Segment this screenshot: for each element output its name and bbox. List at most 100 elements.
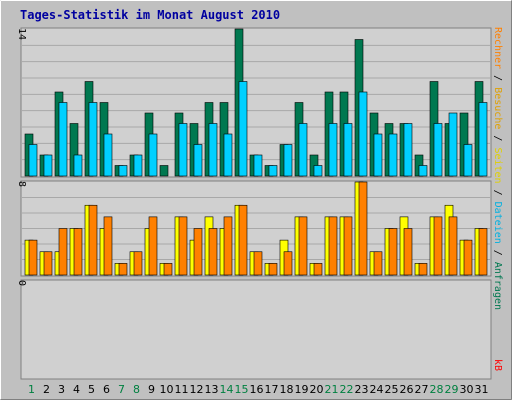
- day-label: 5: [88, 383, 95, 396]
- side-legend-part: Besuche: [492, 87, 503, 129]
- bar-besuche-day-3: [58, 228, 68, 276]
- day-label: 9: [148, 383, 155, 396]
- side-legend-part: /: [492, 129, 503, 147]
- bar-besuche-day-11: [178, 216, 188, 276]
- day-label: 24: [370, 383, 384, 396]
- bar-dateien-day-9: [148, 133, 158, 177]
- side-legend-part: /: [492, 184, 503, 202]
- day-label: 4: [73, 383, 80, 396]
- day-label: 6: [103, 383, 110, 396]
- day-label: 1: [28, 383, 35, 396]
- bar-dateien-day-11: [178, 123, 188, 177]
- day-label: 10: [160, 383, 174, 396]
- panel-kbytes: [20, 279, 492, 380]
- day-label: 2: [43, 383, 50, 396]
- bar-dateien-day-20: [313, 165, 323, 177]
- bar-dateien-day-14: [223, 133, 233, 177]
- bar-dateien-day-3: [58, 102, 68, 177]
- bar-besuche-day-28: [433, 216, 443, 276]
- day-label: 7: [118, 383, 125, 396]
- day-label: 19: [295, 383, 309, 396]
- bar-besuche-day-17: [268, 263, 278, 276]
- bar-besuche-day-23: [358, 181, 368, 276]
- bar-besuche-day-22: [343, 216, 353, 276]
- panel-hits-files: [20, 27, 492, 178]
- bar-besuche-day-12: [193, 228, 203, 276]
- bar-dateien-day-31: [478, 102, 488, 177]
- bar-besuche-day-31: [478, 228, 488, 276]
- bar-besuche-day-9: [148, 216, 158, 276]
- bar-besuche-day-1: [28, 239, 38, 276]
- bar-dateien-day-5: [88, 102, 98, 177]
- bar-dateien-day-26: [403, 123, 413, 177]
- bar-besuche-day-19: [298, 216, 308, 276]
- day-label: 18: [280, 383, 294, 396]
- bar-dateien-day-19: [298, 123, 308, 177]
- bar-dateien-day-1: [28, 144, 38, 177]
- day-label: 30: [460, 383, 474, 396]
- day-label: 23: [355, 383, 369, 396]
- bar-dateien-day-13: [208, 123, 218, 177]
- side-legend-part: Anfragen: [492, 262, 503, 310]
- bar-anfragen-day-10: [159, 165, 169, 177]
- bar-besuche-day-14: [223, 216, 233, 276]
- bar-besuche-day-29: [448, 216, 458, 276]
- bar-dateien-day-6: [103, 133, 113, 177]
- bar-besuche-day-25: [388, 228, 398, 276]
- bar-besuche-day-15: [238, 204, 248, 276]
- bar-dateien-day-22: [343, 123, 353, 177]
- bar-besuche-day-7: [118, 263, 128, 276]
- day-labels: 1 2 3 4 5 6 7 8 9 10 11 12 13 14 15 16 17 18 19 20 21 22 23 24 2…: [28, 383, 489, 396]
- bar-dateien-day-18: [283, 144, 293, 177]
- bar-dateien-day-17: [268, 165, 278, 177]
- bar-besuche-day-18: [283, 251, 293, 276]
- side-legend-kb: kB: [492, 359, 503, 371]
- day-label: 3: [58, 383, 65, 396]
- day-label: 13: [205, 383, 219, 396]
- bar-besuche-day-30: [463, 239, 473, 276]
- side-legend-part: /: [492, 244, 503, 262]
- bar-besuche-day-16: [253, 251, 263, 276]
- bar-besuche-day-13: [208, 228, 218, 276]
- day-label: 21: [325, 383, 339, 396]
- day-label: 11: [175, 383, 189, 396]
- bar-besuche-day-6: [103, 216, 113, 276]
- day-label: 14: [220, 383, 234, 396]
- bar-dateien-day-2: [43, 154, 53, 177]
- bar-besuche-day-20: [313, 263, 323, 276]
- day-label: 20: [310, 383, 324, 396]
- side-legend: Rechner / Besuche / Seiten / Dateien / A…: [492, 27, 503, 310]
- day-label: 28: [430, 383, 444, 396]
- bar-dateien-day-29: [448, 112, 458, 177]
- bar-besuche-day-10: [163, 263, 173, 276]
- day-label: 25: [385, 383, 399, 396]
- bar-dateien-day-15: [238, 81, 248, 177]
- bar-dateien-day-16: [253, 154, 263, 177]
- bar-besuche-day-27: [418, 263, 428, 276]
- day-label: 16: [250, 383, 264, 396]
- day-label: 22: [340, 383, 354, 396]
- bar-dateien-day-28: [433, 123, 443, 177]
- day-label: 17: [265, 383, 279, 396]
- day-label: 26: [400, 383, 414, 396]
- bar-besuche-day-26: [403, 228, 413, 276]
- y-max-label-kbytes: 0: [16, 280, 27, 286]
- side-legend-part: Dateien: [492, 202, 503, 244]
- bar-besuche-day-4: [73, 228, 83, 276]
- bar-dateien-day-21: [328, 123, 338, 177]
- bar-dateien-day-8: [133, 154, 143, 177]
- bar-besuche-day-2: [43, 251, 53, 276]
- bar-dateien-day-24: [373, 133, 383, 177]
- day-label: 8: [133, 383, 140, 396]
- side-legend-part: Seiten: [492, 147, 503, 183]
- bars-layer: [24, 28, 488, 276]
- bar-besuche-day-5: [88, 204, 98, 276]
- day-label: 12: [190, 383, 204, 396]
- bar-besuche-day-21: [328, 216, 338, 276]
- day-label: 29: [445, 383, 459, 396]
- day-label: 31: [475, 383, 489, 396]
- bar-dateien-day-27: [418, 165, 428, 177]
- bar-besuche-day-24: [373, 251, 383, 276]
